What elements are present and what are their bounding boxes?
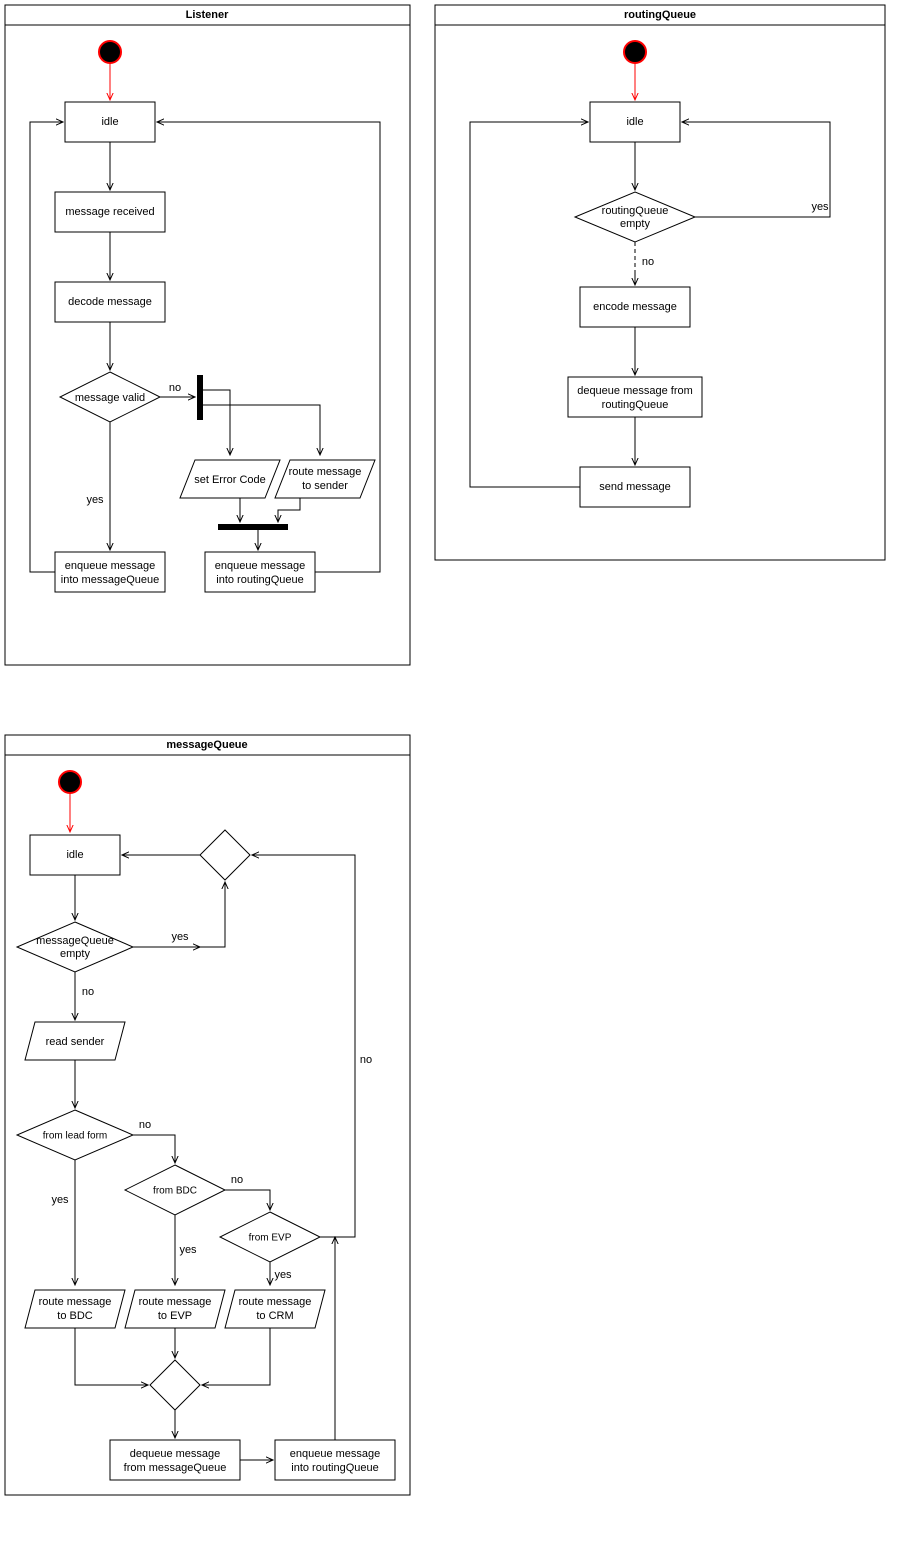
start-node-routing	[624, 41, 646, 63]
panel-listener: Listener idle message received decode me…	[5, 5, 410, 665]
svg-text:to EVP: to EVP	[158, 1310, 192, 1322]
svg-text:into messageQueue: into messageQueue	[61, 574, 159, 586]
svg-text:route message: route message	[39, 1296, 112, 1308]
routing-dequeue	[568, 377, 702, 417]
svg-text:encode message: encode message	[593, 301, 677, 313]
svg-text:yes: yes	[274, 1269, 292, 1281]
svg-text:set Error Code: set Error Code	[194, 474, 266, 486]
svg-text:idle: idle	[66, 849, 83, 861]
svg-text:no: no	[82, 986, 94, 998]
start-node-message	[59, 771, 81, 793]
start-node	[99, 41, 121, 63]
svg-text:empty: empty	[60, 948, 90, 960]
dequeue-messagequeue	[110, 1440, 240, 1480]
fork-bar	[197, 375, 203, 420]
enqueue-routingqueue	[205, 552, 315, 592]
svg-text:to sender: to sender	[302, 480, 348, 492]
svg-text:no: no	[360, 1054, 372, 1066]
svg-text:from EVP: from EVP	[249, 1233, 292, 1244]
svg-text:yes: yes	[171, 931, 189, 943]
svg-text:empty: empty	[620, 218, 650, 230]
svg-text:to CRM: to CRM	[256, 1310, 293, 1322]
svg-text:route message: route message	[139, 1296, 212, 1308]
svg-text:yes: yes	[86, 494, 104, 506]
svg-text:no: no	[642, 256, 654, 268]
svg-text:decode message: decode message	[68, 296, 152, 308]
svg-text:messageQueue: messageQueue	[36, 935, 114, 947]
svg-text:idle: idle	[101, 116, 118, 128]
svg-text:dequeue message: dequeue message	[130, 1448, 221, 1460]
panel-message-title: messageQueue	[166, 739, 247, 751]
join-bar	[218, 524, 288, 530]
svg-text:enqueue message: enqueue message	[65, 560, 156, 572]
svg-text:yes: yes	[179, 1244, 197, 1256]
svg-text:idle: idle	[626, 116, 643, 128]
svg-text:routingQueue: routingQueue	[602, 399, 669, 411]
panel-listener-title: Listener	[186, 9, 230, 21]
svg-text:enqueue message: enqueue message	[290, 1448, 381, 1460]
svg-text:yes: yes	[811, 201, 829, 213]
svg-text:message valid: message valid	[75, 392, 145, 404]
enqueue-routingqueue-2	[275, 1440, 395, 1480]
svg-text:send message: send message	[599, 481, 671, 493]
svg-text:route message: route message	[239, 1296, 312, 1308]
svg-text:into routingQueue: into routingQueue	[216, 574, 303, 586]
svg-text:from lead form: from lead form	[43, 1131, 107, 1142]
enqueue-messagequeue	[55, 552, 165, 592]
svg-text:route message: route message	[289, 466, 362, 478]
svg-text:dequeue message from: dequeue message from	[577, 385, 693, 397]
svg-text:yes: yes	[51, 1194, 69, 1206]
svg-text:no: no	[169, 382, 181, 394]
svg-text:from BDC: from BDC	[153, 1186, 197, 1197]
svg-text:enqueue message: enqueue message	[215, 560, 306, 572]
svg-text:message received: message received	[65, 206, 154, 218]
svg-text:routingQueue: routingQueue	[602, 205, 669, 217]
svg-text:into routingQueue: into routingQueue	[291, 1462, 378, 1474]
panel-message: messageQueue idle messageQueue empty yes…	[5, 735, 410, 1495]
svg-text:from messageQueue: from messageQueue	[124, 1462, 227, 1474]
svg-text:no: no	[139, 1119, 151, 1131]
svg-text:no: no	[231, 1174, 243, 1186]
panel-routing-title: routingQueue	[624, 9, 696, 21]
svg-text:read sender: read sender	[46, 1036, 105, 1048]
svg-text:to BDC: to BDC	[57, 1310, 93, 1322]
panel-routing: routingQueue idle routingQueue empty yes…	[435, 5, 885, 560]
